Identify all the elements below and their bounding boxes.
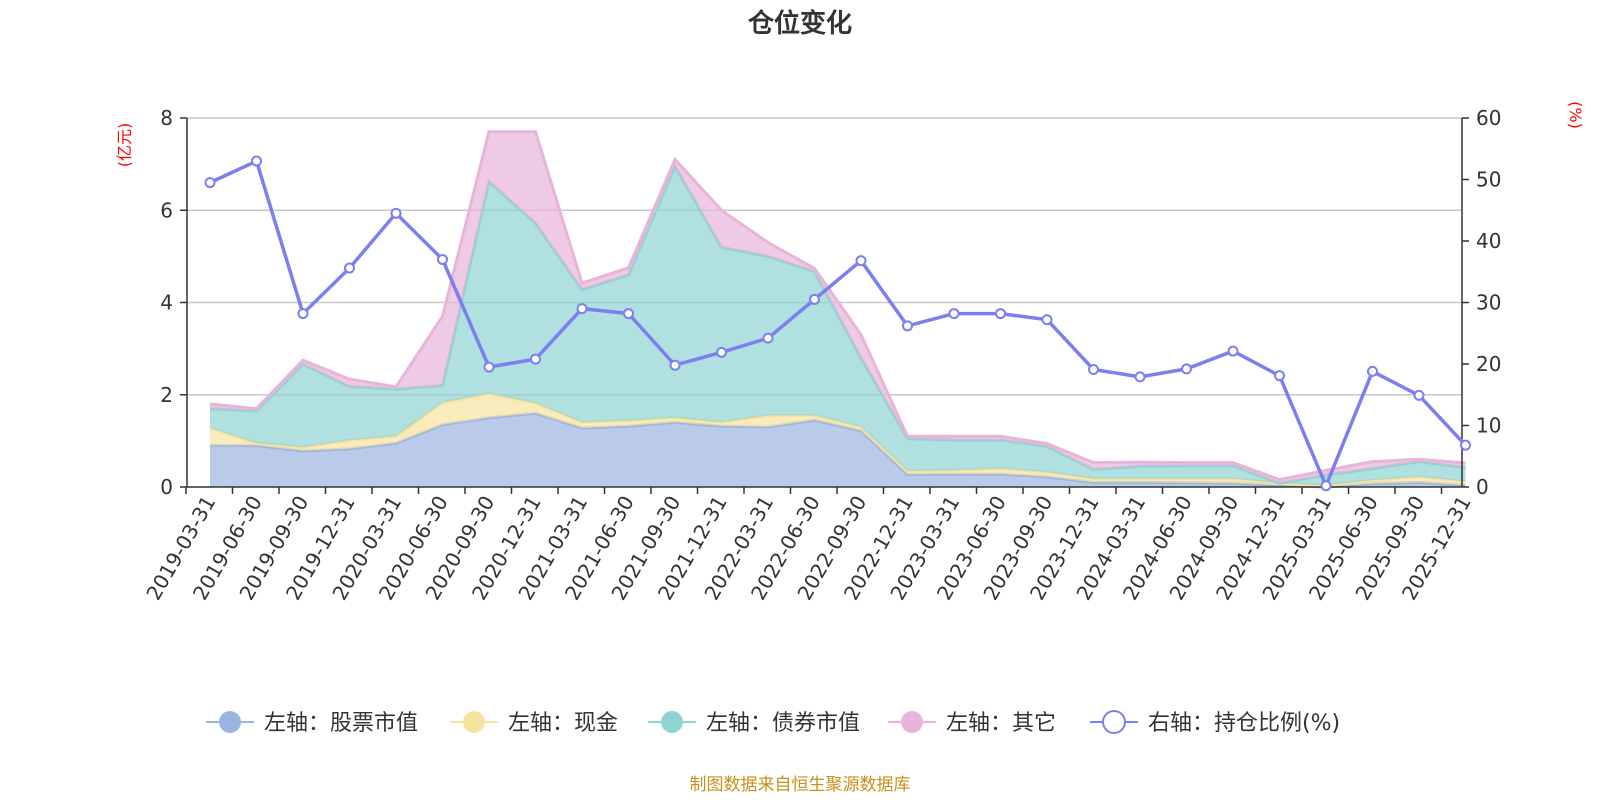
ratio-point <box>437 253 448 265</box>
ratio-point <box>1134 371 1146 383</box>
ratio-point <box>948 308 960 320</box>
ratio-point <box>576 303 588 315</box>
legend-marker <box>1102 710 1126 734</box>
ratio-point <box>1181 363 1192 375</box>
stock-area <box>210 413 1466 487</box>
ratio-point <box>390 207 402 219</box>
left-tick-label: 0 <box>160 475 173 499</box>
bond-area <box>210 166 1466 486</box>
legend-marker <box>661 711 683 733</box>
ratio-point <box>1320 480 1332 492</box>
ratio-point <box>1274 370 1285 382</box>
ratio-point <box>762 332 774 344</box>
right-tick-label: 60 <box>1476 106 1501 130</box>
ratio-point <box>297 308 309 320</box>
right-tick-label: 0 <box>1476 475 1489 499</box>
ratio-point <box>809 293 820 305</box>
right-tick-label: 10 <box>1476 414 1501 438</box>
other-area <box>210 131 1466 484</box>
source-note: 制图数据来自恒生聚源数据库 <box>690 775 911 795</box>
right-tick-label: 40 <box>1476 229 1501 253</box>
ratio-point <box>995 308 1006 320</box>
ratio-point <box>530 353 541 365</box>
legend-item-cash[interactable]: 左轴：现金 <box>450 711 618 736</box>
legend-label: 左轴：股票市值 <box>264 711 418 736</box>
left-tick-label: 4 <box>160 291 173 315</box>
ratio-point <box>716 346 727 358</box>
ratio-point <box>1413 389 1425 401</box>
left-tick-label: 8 <box>160 106 173 130</box>
ratio-point <box>1367 365 1378 377</box>
chart-title: 仓位变化 <box>747 8 852 39</box>
ratio-point <box>1088 364 1099 376</box>
right-axis-unit: (%) <box>1566 101 1585 129</box>
ratio-line-layer <box>204 155 1471 492</box>
ratio-point <box>1460 439 1471 451</box>
other-area-edge <box>209 130 1466 482</box>
ratio-point <box>204 177 216 189</box>
legend-label: 左轴：债券市值 <box>706 711 860 736</box>
legend-label: 左轴：现金 <box>508 711 618 736</box>
right-tick-label: 30 <box>1476 291 1501 315</box>
left-axis-unit: (亿元) <box>115 123 134 168</box>
legend-marker <box>901 711 923 733</box>
left-tick-label: 2 <box>160 383 173 407</box>
legend: 左轴：股票市值 左轴：现金 左轴：债券市值 左轴：其它 右轴：持仓比例(%) <box>206 710 1340 736</box>
ratio-point <box>623 308 634 320</box>
ratio-point <box>251 155 262 167</box>
ratio-point <box>855 255 867 267</box>
ratio-point <box>902 320 913 332</box>
legend-item-stock[interactable]: 左轴：股票市值 <box>206 711 418 736</box>
ratio-point <box>483 361 495 373</box>
ratio-line <box>209 158 1467 491</box>
ratio-point <box>1227 345 1239 357</box>
legend-item-bond[interactable]: 左轴：债券市值 <box>648 711 860 736</box>
legend-label: 左轴：其它 <box>946 711 1056 736</box>
legend-marker <box>219 711 241 733</box>
left-tick-label: 6 <box>160 198 173 222</box>
legend-item-ratio[interactable]: 右轴：持仓比例(%) <box>1090 710 1340 736</box>
ratio-point <box>1041 314 1053 326</box>
ratio-point <box>669 359 681 371</box>
right-tick-label: 20 <box>1476 352 1501 376</box>
ratio-point <box>344 262 355 274</box>
stacked-areas <box>209 130 1466 489</box>
legend-marker <box>463 711 485 733</box>
legend-item-other[interactable]: 左轴：其它 <box>888 711 1056 736</box>
right-tick-label: 50 <box>1476 168 1501 192</box>
legend-label: 右轴：持仓比例(%) <box>1148 711 1340 736</box>
